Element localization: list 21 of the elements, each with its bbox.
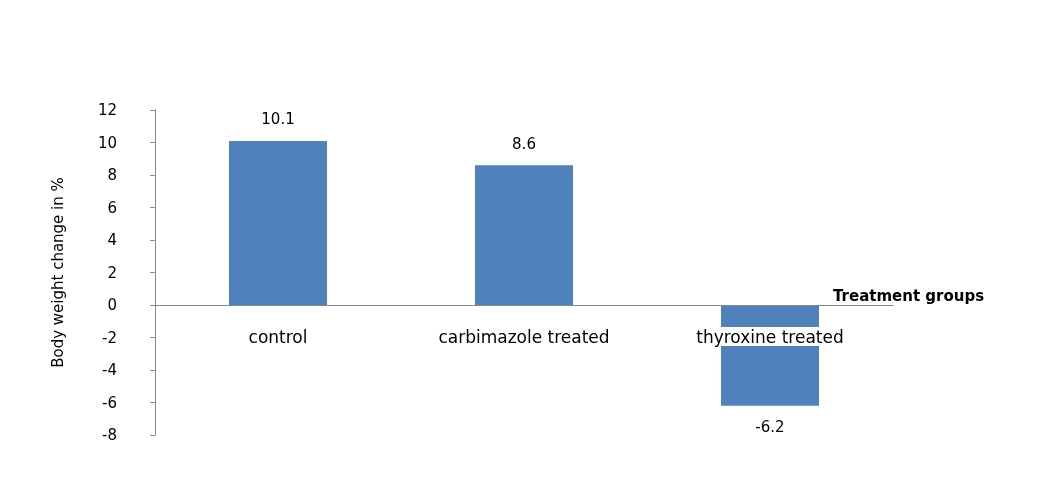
y-tick-label: -2 — [102, 328, 117, 347]
y-tick-label: 0 — [107, 296, 117, 314]
y-tick-label: -4 — [102, 361, 117, 379]
y-tick-label: 4 — [107, 231, 117, 249]
data-label: 8.6 — [512, 134, 536, 153]
x-tick-label: control — [248, 326, 308, 347]
y-tick-label: -6 — [102, 393, 117, 412]
y-tick-label: -8 — [102, 426, 117, 444]
data-label: 10.1 — [261, 110, 295, 129]
data-label: -6.2 — [755, 418, 785, 437]
y-tick-label: 2 — [107, 263, 117, 282]
y-tick-label: 8 — [107, 166, 117, 184]
x-axis-title: Treatment groups — [833, 286, 985, 305]
bar — [229, 140, 327, 305]
y-tick-label: 6 — [107, 198, 117, 217]
y-tick-label: 10 — [97, 133, 117, 152]
x-tick-label: carbimazole treated — [438, 326, 610, 347]
y-axis-title: Body weight change in % — [48, 177, 67, 368]
y-tick-label: 12 — [97, 101, 117, 119]
bar — [475, 165, 573, 305]
x-tick-label: thyroxine treated — [696, 326, 844, 347]
